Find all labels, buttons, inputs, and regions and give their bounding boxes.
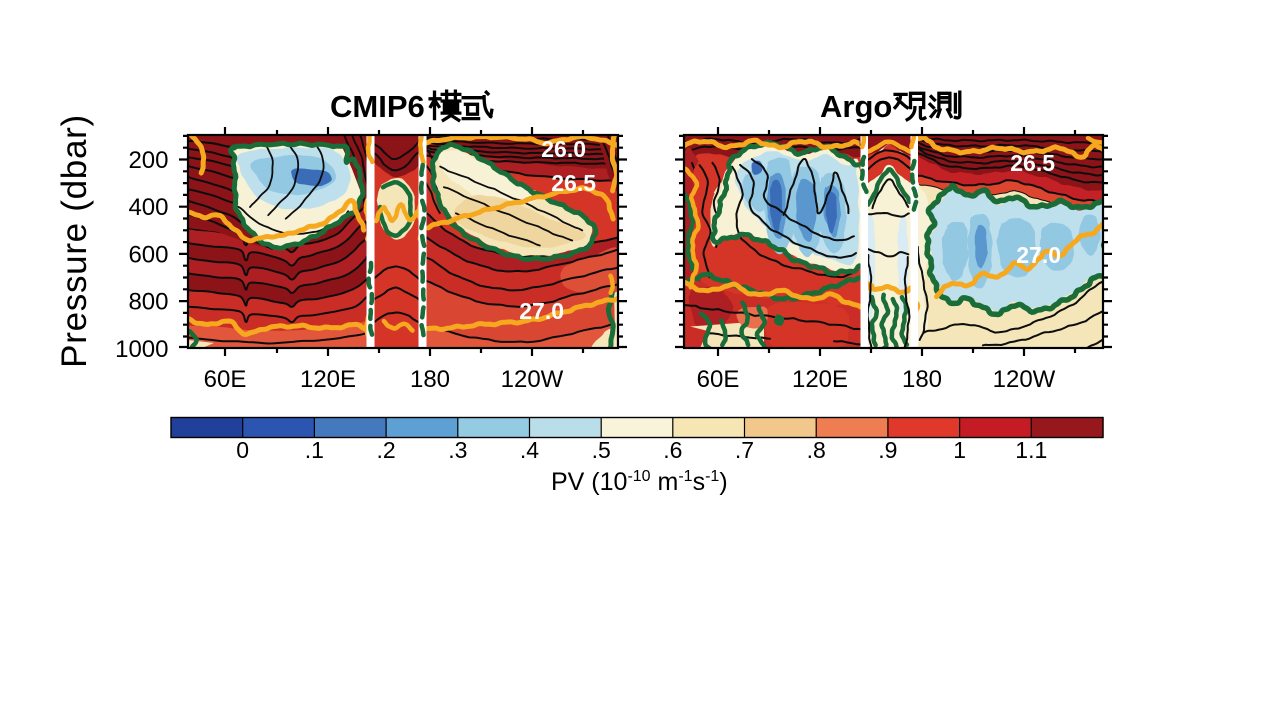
svg-text:800: 800: [128, 289, 168, 316]
svg-text:CMIP6: CMIP6: [330, 89, 425, 124]
svg-text:1.1: 1.1: [1015, 437, 1047, 463]
svg-text:120E: 120E: [792, 366, 848, 393]
svg-text:120W: 120W: [501, 366, 564, 393]
svg-text:600: 600: [128, 241, 168, 268]
svg-text:400: 400: [128, 194, 168, 221]
svg-text:.5: .5: [592, 437, 611, 463]
svg-text:60E: 60E: [697, 366, 740, 393]
svg-text:27.0: 27.0: [519, 298, 564, 324]
svg-text:180: 180: [902, 366, 942, 393]
svg-text:26.0: 26.0: [541, 136, 586, 162]
svg-text:.1: .1: [305, 437, 324, 463]
svg-text:.9: .9: [878, 437, 897, 463]
svg-text:1000: 1000: [115, 336, 168, 363]
svg-text:Argo: Argo: [820, 89, 892, 124]
svg-text:26.5: 26.5: [551, 170, 596, 196]
svg-text:.2: .2: [377, 437, 396, 463]
svg-text:27.0: 27.0: [1016, 242, 1061, 268]
svg-text:.6: .6: [663, 437, 682, 463]
svg-text:.8: .8: [807, 437, 826, 463]
svg-text:26.5: 26.5: [1010, 150, 1055, 176]
svg-text:1: 1: [953, 437, 966, 463]
svg-text:.3: .3: [448, 437, 467, 463]
svg-text:.4: .4: [520, 437, 539, 463]
svg-text:200: 200: [128, 147, 168, 174]
svg-text:120E: 120E: [300, 366, 356, 393]
svg-text:120W: 120W: [993, 366, 1056, 393]
svg-text:60E: 60E: [204, 366, 247, 393]
svg-text:0: 0: [236, 437, 249, 463]
svg-text:Pressure (dbar): Pressure (dbar): [55, 114, 94, 368]
svg-text:180: 180: [410, 366, 450, 393]
svg-text:.7: .7: [735, 437, 754, 463]
